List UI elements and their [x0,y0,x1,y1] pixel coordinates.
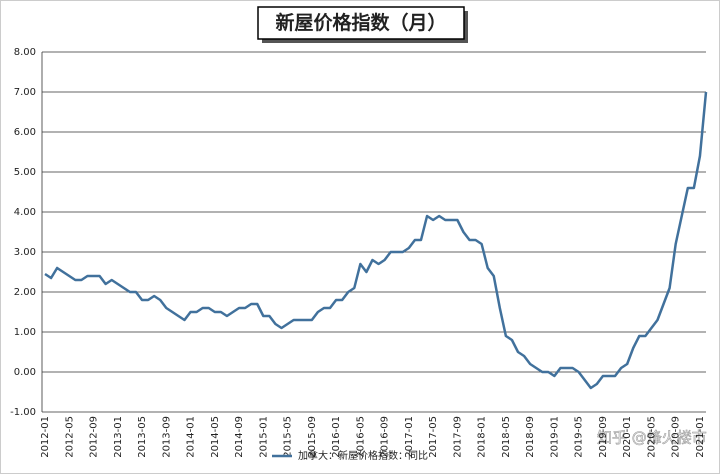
y-tick-label: 7.00 [14,87,36,98]
x-tick-label: 2017-01 [404,416,415,458]
watermark: 知乎 @烽火楼市 [597,429,707,447]
x-tick-label: 2019-01 [549,416,560,458]
x-tick-label: 2012-05 [64,416,75,458]
x-tick-label: 2014-09 [234,416,245,458]
legend-label: 加拿大：新屋价格指数：同比 [298,449,428,462]
x-tick-label: 2015-05 [283,416,294,458]
x-tick-label: 2013-05 [137,416,148,458]
x-tick-label: 2015-09 [307,416,318,458]
title-box [257,6,465,40]
y-tick-label: 3.00 [14,247,36,258]
x-tick-label: 2012-09 [89,416,100,458]
y-tick-label: 2.00 [14,287,36,298]
x-tick-label: 2018-05 [501,416,512,458]
x-tick-label: 2013-01 [113,416,124,458]
y-tick-label: 5.00 [14,167,36,178]
x-tick-label: 2014-05 [210,416,221,458]
y-tick-label: 0.00 [14,367,36,378]
y-tick-label: -1.00 [10,407,36,418]
y-tick-label: 6.00 [14,127,36,138]
x-tick-label: 2019-09 [598,416,609,458]
x-tick-label: 2014-01 [186,416,197,458]
x-tick-label: 2015-01 [258,416,269,458]
x-tick-label: 2018-09 [525,416,536,458]
x-tick-label: 2019-05 [574,416,585,458]
x-tick-label: 2020-09 [671,416,682,458]
x-tick-label: 2018-01 [477,416,488,458]
chart-title: 新屋价格指数（月） [275,11,446,34]
x-tick-label: 2016-01 [331,416,342,458]
x-tick-label: 2017-09 [452,416,463,458]
x-tick-label: 2020-01 [622,416,633,458]
x-tick-label: 2021-01 [695,416,706,458]
y-tick-label: 1.00 [14,327,36,338]
x-tick-label: 2017-05 [428,416,439,458]
y-tick-label: 4.00 [14,207,36,218]
x-tick-label: 2016-05 [355,416,366,458]
x-tick-label: 2016-09 [380,416,391,458]
x-tick-label: 2012-01 [40,416,51,458]
x-tick-label: 2013-09 [161,416,172,458]
data-line [44,91,708,390]
x-tick-label: 2020-05 [646,416,657,458]
y-tick-label: 8.00 [14,47,36,58]
